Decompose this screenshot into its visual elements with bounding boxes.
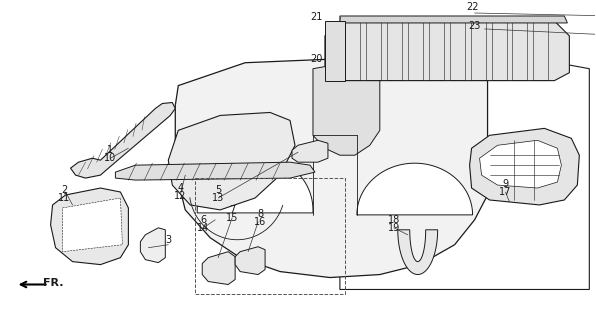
Bar — [367, 29, 384, 71]
Text: 6: 6 — [200, 215, 206, 225]
Polygon shape — [235, 247, 265, 275]
Text: 8: 8 — [257, 209, 263, 219]
Polygon shape — [325, 21, 569, 81]
Bar — [345, 29, 362, 71]
Polygon shape — [357, 163, 473, 215]
Bar — [455, 29, 471, 71]
Polygon shape — [292, 140, 328, 162]
Text: 16: 16 — [254, 217, 266, 227]
Polygon shape — [63, 198, 122, 252]
Polygon shape — [340, 16, 567, 23]
Polygon shape — [70, 102, 175, 178]
Polygon shape — [325, 21, 345, 81]
Bar — [477, 29, 493, 71]
Circle shape — [205, 180, 215, 190]
Circle shape — [225, 195, 235, 205]
Circle shape — [405, 190, 415, 200]
Polygon shape — [168, 112, 295, 210]
Text: 9: 9 — [502, 179, 508, 189]
Text: 21: 21 — [310, 12, 322, 22]
Text: 12: 12 — [174, 191, 187, 201]
Text: 20: 20 — [310, 54, 322, 64]
Bar — [498, 29, 516, 71]
Text: 22: 22 — [466, 2, 479, 12]
Text: 4: 4 — [177, 183, 184, 193]
Polygon shape — [51, 188, 128, 265]
Circle shape — [80, 217, 97, 233]
Polygon shape — [141, 228, 165, 263]
Bar — [411, 29, 428, 71]
Text: 19: 19 — [387, 223, 400, 233]
Text: 18: 18 — [387, 215, 400, 225]
Text: 5: 5 — [215, 185, 221, 195]
Circle shape — [375, 240, 385, 250]
Text: 7: 7 — [229, 205, 235, 215]
Polygon shape — [175, 59, 488, 277]
Polygon shape — [398, 230, 437, 275]
Text: 1: 1 — [107, 145, 113, 155]
Bar — [433, 29, 449, 71]
Polygon shape — [480, 140, 561, 188]
Polygon shape — [116, 162, 315, 180]
Text: 10: 10 — [104, 153, 117, 163]
Circle shape — [335, 240, 345, 250]
Text: 11: 11 — [58, 193, 71, 203]
Text: FR.: FR. — [44, 277, 64, 287]
Bar — [389, 29, 406, 71]
Polygon shape — [197, 155, 313, 213]
Polygon shape — [313, 66, 380, 155]
Bar — [520, 29, 538, 71]
Circle shape — [385, 175, 395, 185]
Polygon shape — [202, 252, 235, 284]
Circle shape — [82, 242, 95, 254]
Text: 23: 23 — [468, 21, 481, 31]
Text: 2: 2 — [61, 185, 68, 195]
Polygon shape — [470, 128, 579, 205]
Text: 13: 13 — [212, 193, 224, 203]
Text: 14: 14 — [197, 223, 209, 233]
Text: 15: 15 — [226, 213, 238, 223]
Text: 17: 17 — [499, 187, 512, 197]
Text: 3: 3 — [165, 235, 172, 245]
